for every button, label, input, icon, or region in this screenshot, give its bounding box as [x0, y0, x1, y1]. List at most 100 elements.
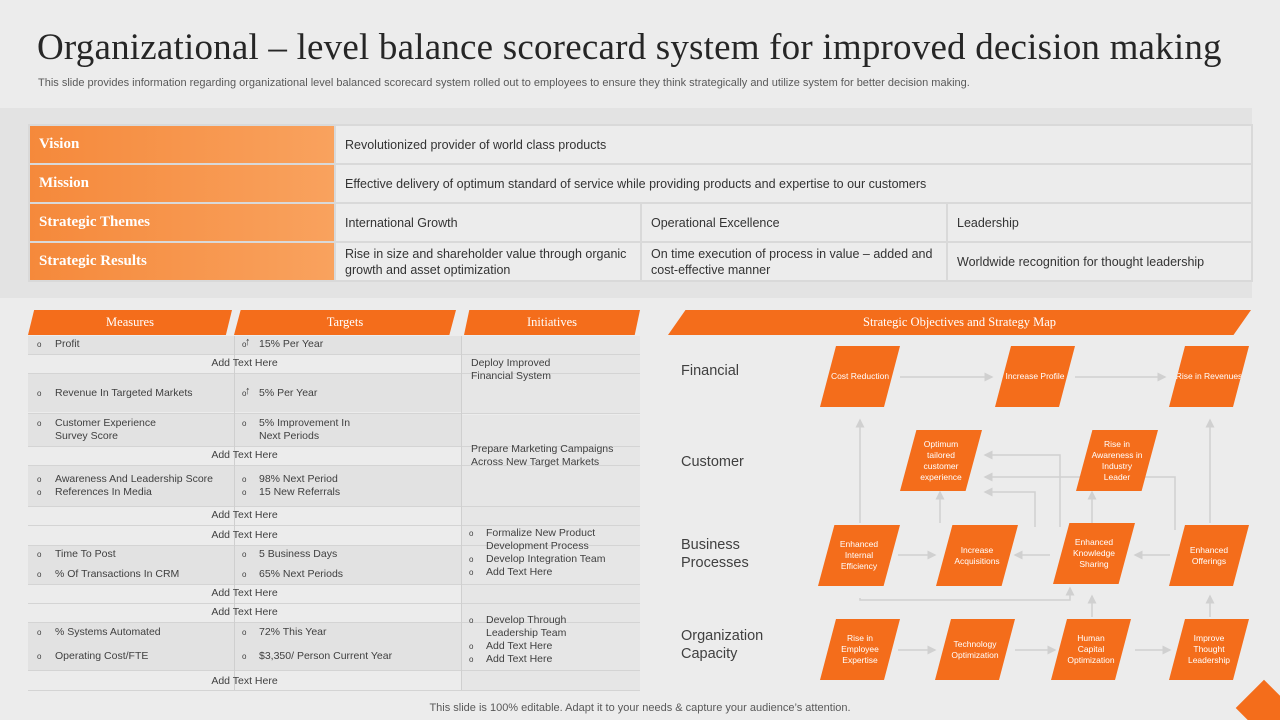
measure-references: References In Media	[55, 486, 152, 498]
theme-cell: Leadership	[946, 202, 1253, 243]
measure-opcost: Operating Cost/FTE	[55, 650, 149, 662]
bullet-icon: o	[37, 652, 42, 661]
divider	[28, 584, 640, 585]
map-row-capacity: Organization Capacity	[681, 628, 764, 662]
map-row-business: Business Processes	[681, 537, 749, 571]
mission-text: Effective delivery of optimum standard o…	[334, 163, 1253, 204]
strategy-map-header: Strategic Objectives and Strategy Map	[668, 310, 1251, 335]
vision-mission-table: Vision Revolutionized provider of world …	[28, 124, 1253, 282]
add-text-row[interactable]: Add Text Here	[211, 357, 278, 369]
initiative-box	[462, 415, 640, 506]
divider	[28, 373, 640, 374]
objective-acquisitions: Increase Acquisitions	[936, 525, 1018, 586]
measure-row-bg	[28, 545, 461, 565]
initiatives-header: Initiatives	[464, 310, 640, 335]
target-cx: 5% Improvement In Next Periods	[259, 417, 351, 442]
result-cell: Worldwide recognition for thought leader…	[946, 241, 1253, 282]
bullet-icon: o	[469, 616, 474, 625]
column-divider	[461, 336, 462, 690]
bullet-icon: o	[37, 419, 42, 428]
bullet-icon: o	[37, 628, 42, 637]
measure-systems: % Systems Automated	[55, 626, 161, 638]
divider	[28, 465, 640, 466]
bullet-icon: o	[242, 389, 247, 398]
result-cell: On time execution of process in value – …	[640, 241, 948, 282]
measure-cx: Customer Experience Survey Score	[55, 417, 156, 442]
bullet-icon: o	[242, 475, 247, 484]
measures-header: Measures	[28, 310, 232, 335]
bullet-icon: o	[37, 340, 42, 349]
objective-increase-profile: Increase Profile	[995, 346, 1075, 407]
add-text-row[interactable]: Add Text Here	[211, 606, 278, 618]
add-text-row[interactable]: Add Text Here	[211, 529, 278, 541]
objective-thought-leadership: Improve Thought Leadership	[1169, 619, 1249, 680]
divider	[28, 354, 640, 355]
bullet-icon: o	[37, 488, 42, 497]
bullet-icon: o	[469, 568, 474, 577]
objective-internal-efficiency: Enhanced Internal Efficiency	[818, 525, 900, 586]
bullet-icon: o	[469, 555, 474, 564]
target-revenue: 5% Per Year	[259, 387, 318, 399]
target-opcost: $3,350/ Person Current Year	[259, 650, 393, 662]
divider	[28, 670, 640, 671]
slide-title: Organizational – level balance scorecard…	[37, 27, 1222, 68]
measure-awareness: Awareness And Leadership Score	[55, 473, 213, 485]
bullet-icon: o	[37, 389, 42, 398]
measure-row-bg	[28, 413, 461, 446]
initiative-financial: Deploy Improved Financial System	[471, 357, 551, 382]
initiative-product: Formalize New Product Development Proces…	[486, 527, 596, 552]
initiative-box	[462, 507, 640, 603]
divider	[28, 413, 640, 414]
theme-cell: International Growth	[334, 202, 642, 243]
bullet-icon: o	[37, 475, 42, 484]
map-row-customer: Customer	[681, 454, 744, 470]
target-profit: 15% Per Year	[259, 338, 324, 350]
divider	[28, 545, 640, 546]
add-text-row[interactable]: Add Text Here	[211, 449, 278, 461]
vision-label: Vision	[28, 124, 336, 165]
measure-row-bg	[28, 642, 461, 670]
divider	[28, 525, 640, 526]
measure-profit: Profit	[55, 338, 80, 350]
themes-label: Strategic Themes	[28, 202, 336, 243]
measure-row-bg	[28, 336, 461, 354]
targets-header: Targets	[234, 310, 456, 335]
initiative-add-text[interactable]: Add Text Here	[486, 640, 553, 652]
add-text-row[interactable]: Add Text Here	[211, 509, 278, 521]
theme-cell: Operational Excellence	[640, 202, 948, 243]
column-divider	[234, 336, 235, 690]
bullet-icon: o	[242, 550, 247, 559]
bullet-icon: o	[37, 570, 42, 579]
target-crm: 65% Next Periods	[259, 568, 344, 580]
bullet-icon: o	[242, 419, 247, 428]
up-arrow-icon: ↑	[245, 336, 251, 348]
measure-crm: % Of Transactions In CRM	[55, 568, 180, 580]
initiative-add-text[interactable]: Add Text Here	[486, 653, 553, 665]
divider	[28, 622, 640, 623]
add-text-row[interactable]: Add Text Here	[211, 675, 278, 687]
measure-row-bg	[28, 374, 461, 412]
target-time: 5 Business Days	[259, 548, 338, 560]
initiative-marketing: Prepare Marketing Campaigns Across New T…	[471, 443, 614, 468]
initiative-add-text[interactable]: Add Text Here	[486, 566, 553, 578]
bullet-icon: o	[37, 550, 42, 559]
objective-tailored-experience: Optimum tailored customer experience	[900, 430, 982, 491]
bullet-icon: o	[469, 529, 474, 538]
divider	[28, 446, 640, 447]
divider	[28, 690, 640, 691]
map-row-financial: Financial	[681, 363, 740, 379]
add-text-row[interactable]: Add Text Here	[211, 587, 278, 599]
results-label: Strategic Results	[28, 241, 336, 282]
objective-enhanced-offerings: Enhanced Offerings	[1169, 525, 1249, 586]
bullet-icon: o	[242, 570, 247, 579]
bullet-icon: o	[242, 488, 247, 497]
result-cell: Rise in size and shareholder value throu…	[334, 241, 642, 282]
bullet-icon: o	[242, 340, 247, 349]
vision-text: Revolutionized provider of world class p…	[334, 124, 1253, 165]
objective-rise-revenues: Rise in Revenues	[1169, 346, 1249, 407]
measure-row-bg	[28, 622, 461, 642]
measure-revenue: Revenue In Targeted Markets	[55, 387, 193, 399]
bullet-icon: o	[242, 628, 247, 637]
objective-human-capital: Human Capital Optimization	[1051, 619, 1131, 680]
